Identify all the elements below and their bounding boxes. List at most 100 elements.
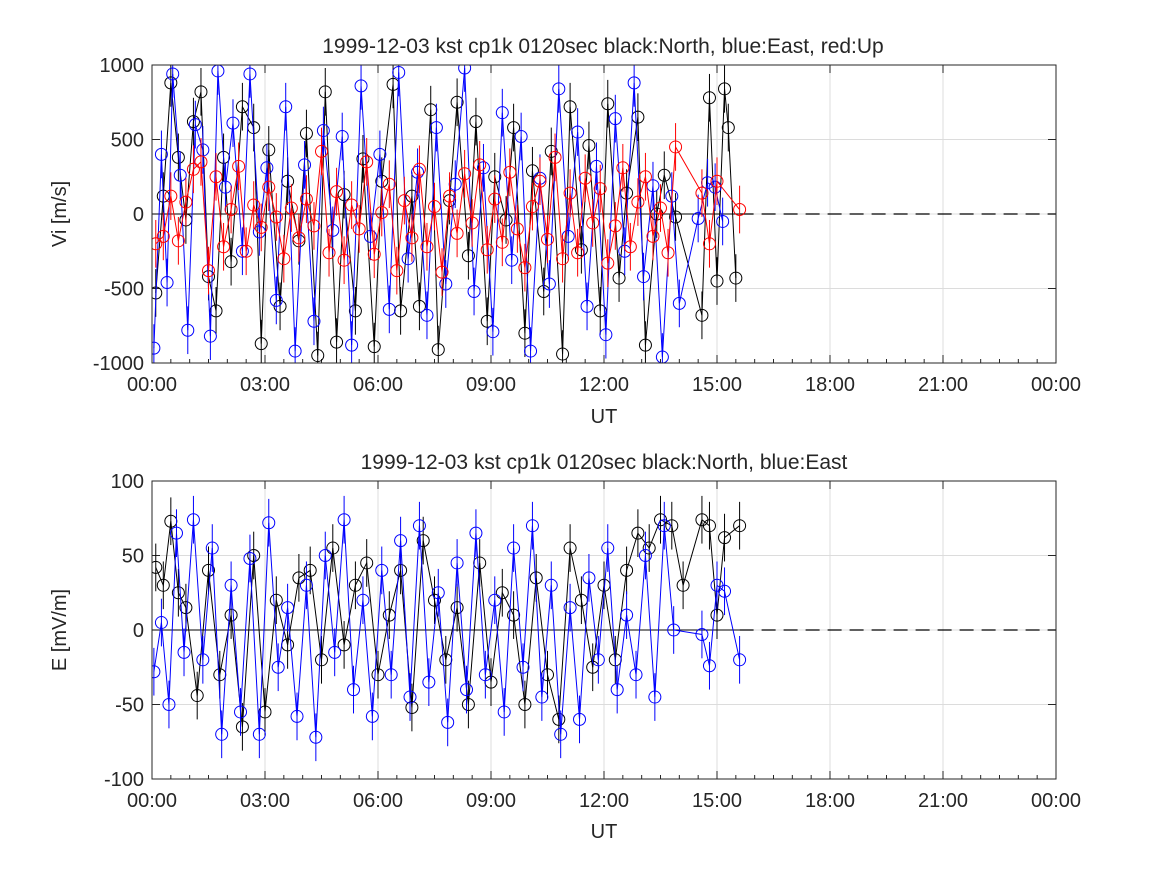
velocity-data-point (382, 177, 396, 191)
velocity-data-point (499, 213, 513, 227)
efield-data-point (507, 608, 521, 622)
velocity-series-2 (152, 123, 747, 296)
velocity-data-point (186, 115, 200, 129)
efield-y-tick-labels: -100 -50 0 50 100 (104, 471, 144, 791)
efield-data-point (544, 578, 558, 592)
velocity-data-point (646, 229, 660, 243)
velocity-data-point (710, 274, 724, 288)
velocity-data-point (465, 216, 479, 230)
velocity-data-point (166, 67, 180, 81)
efield-data-point (648, 690, 662, 704)
efield-data-point (326, 541, 340, 555)
efield-data-point (702, 659, 716, 673)
velocity-data-point (209, 304, 223, 318)
velocity-data-point (390, 264, 404, 278)
velocity-data-point (655, 350, 669, 363)
efield-data-point (582, 571, 596, 585)
efield-x-tick-labels: 00:00 03:00 06:00 09:00 12:00 15:00 18:00 21:00… (127, 790, 1081, 812)
velocity-data-point (375, 206, 389, 220)
efield-data-point (365, 709, 379, 723)
efield-data-point (718, 531, 732, 545)
efield-x-tick-label: 03:00 (240, 790, 290, 812)
efield-data-point (235, 720, 249, 734)
velocity-data-point (164, 189, 178, 203)
velocity-data-point (488, 192, 502, 206)
efield-data-point (337, 513, 351, 527)
velocity-data-point (367, 340, 381, 354)
efield-data-point (234, 705, 248, 719)
velocity-x-tick-label: 06:00 (353, 374, 403, 396)
velocity-data-point (254, 220, 268, 234)
efield-data-point (507, 541, 521, 555)
velocity-data-point (194, 155, 208, 169)
velocity-data-point (612, 271, 626, 285)
velocity-data-point (552, 82, 566, 96)
efield-data-point (356, 593, 370, 607)
efield-data-point (563, 601, 577, 615)
velocity-data-point (181, 323, 195, 337)
velocity-data-point (211, 65, 225, 78)
velocity-data-point (608, 112, 622, 126)
velocity-data-point (160, 276, 174, 290)
velocity-data-point (450, 226, 464, 240)
efield-y-tick-label: 50 (122, 546, 144, 568)
efield-x-axis-label: UT (591, 821, 618, 843)
velocity-data-point (209, 170, 223, 184)
efield-data-point (695, 627, 709, 641)
velocity-data-point (360, 155, 374, 169)
efield-data-point (179, 601, 193, 615)
velocity-data-point (608, 219, 622, 233)
efield-data-point (156, 578, 170, 592)
velocity-data-point (269, 210, 283, 224)
velocity-data-point (420, 240, 434, 254)
efield-data-point (529, 571, 543, 585)
velocity-data-point (179, 195, 193, 209)
efield-y-tick-label: 100 (111, 471, 144, 493)
velocity-data-point (260, 161, 274, 175)
velocity-data-point (173, 168, 187, 182)
velocity-data-point (239, 244, 253, 258)
efield-data-point (441, 715, 455, 729)
velocity-data-point (469, 115, 483, 129)
velocity-data-point (563, 186, 577, 200)
velocity-data-point (631, 195, 645, 209)
efield-data-point (224, 578, 238, 592)
velocity-y-tick-label: 500 (111, 130, 144, 152)
velocity-y-tick-label: -1000 (93, 353, 144, 375)
velocity-x-tick-labels: 00:00 03:00 06:00 09:00 12:00 15:00 18:00 21:00… (127, 374, 1081, 396)
efield-data-point (375, 563, 389, 577)
efield-data-point (518, 698, 532, 711)
velocity-data-point (247, 198, 261, 212)
efield-data-point (554, 727, 568, 741)
velocity-data-point (669, 140, 683, 154)
velocity-data-point (467, 284, 481, 298)
velocity-data-point (507, 121, 521, 135)
efield-data-point (620, 608, 634, 622)
velocity-data-point (495, 106, 509, 120)
velocity-data-point (480, 243, 494, 257)
efield-data-point (460, 683, 474, 697)
velocity-data-point (654, 201, 667, 215)
efield-data-point (309, 730, 323, 744)
velocity-data-point (563, 100, 577, 114)
efield-x-tick-label: 12:00 (579, 790, 629, 812)
velocity-data-point (315, 144, 328, 158)
velocity-x-axis-label: UT (591, 406, 618, 428)
velocity-data-point (335, 130, 349, 144)
velocity-data-point (716, 214, 730, 228)
efield-x-tick-label: 18:00 (805, 790, 855, 812)
efield-data-point (215, 727, 229, 741)
velocity-data-point (392, 65, 406, 79)
efield-x-tick-label: 15:00 (692, 790, 742, 812)
efield-data-point (642, 541, 656, 555)
efield-data-point (347, 683, 361, 697)
efield-x-tick-label: 06:00 (353, 790, 403, 812)
velocity-data-point (354, 79, 368, 93)
velocity-data-point (672, 296, 686, 310)
efield-data-point (394, 534, 408, 548)
velocity-chart-title: 1999-12-03 kst cp1k 0120sec black:North,… (322, 35, 883, 58)
efield-data-point (247, 549, 261, 562)
velocity-data-point (574, 243, 588, 257)
velocity-data-point (439, 277, 453, 291)
efield-data-point (702, 519, 716, 533)
